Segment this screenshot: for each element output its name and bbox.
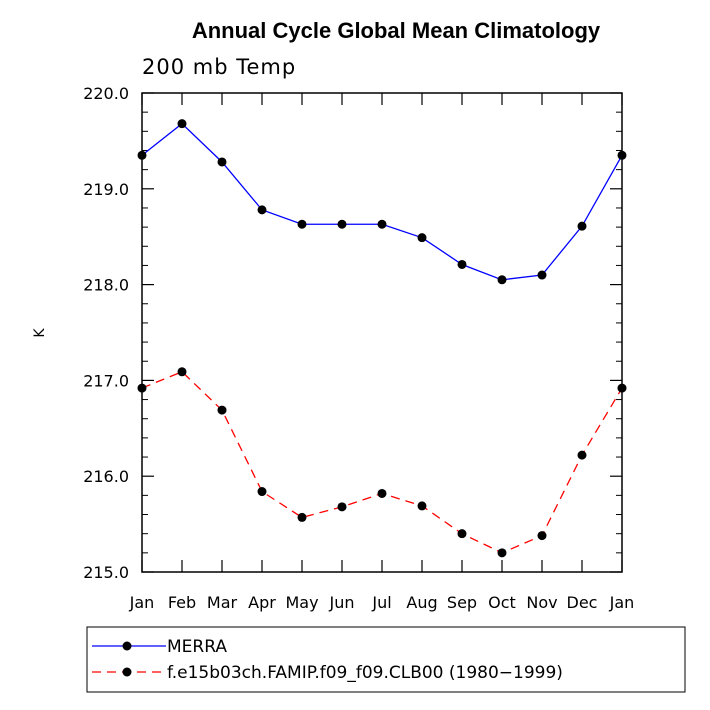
data-point <box>617 150 627 160</box>
data-point <box>537 270 547 280</box>
y-tick-label: 220.0 <box>83 84 129 103</box>
data-point <box>177 367 187 377</box>
data-point <box>457 259 467 269</box>
data-point <box>217 157 227 167</box>
legend-marker-1 <box>122 667 132 677</box>
series-line <box>141 122 623 281</box>
x-tick-label: Feb <box>168 593 196 612</box>
y-axis-label: K <box>32 328 48 338</box>
series-0 <box>137 119 627 285</box>
data-point <box>257 487 267 497</box>
data-point <box>377 488 387 498</box>
chart-title: Annual Cycle Global Mean Climatology <box>192 18 601 43</box>
legend-box <box>86 626 686 693</box>
data-point <box>177 119 187 129</box>
data-point <box>417 233 427 243</box>
data-point <box>577 221 587 231</box>
data-point <box>217 405 227 415</box>
data-point <box>497 275 507 285</box>
data-point <box>617 383 627 393</box>
series-line <box>141 371 623 554</box>
x-tick-label: Jan <box>609 593 635 612</box>
data-point <box>537 531 547 541</box>
y-tick-label: 215.0 <box>83 563 129 582</box>
x-tick-label: Jan <box>129 593 155 612</box>
axes: 215.0 216.0 217.0 218.0 219.0 220.0 Jan Feb Mar A… <box>83 84 634 612</box>
y-tick-label: 216.0 <box>83 467 129 486</box>
data-point <box>297 512 307 522</box>
data-point <box>337 219 347 229</box>
data-point <box>257 205 267 215</box>
data-point <box>577 450 587 460</box>
data-point <box>137 383 147 393</box>
legend-label-1: f.e15b03ch.FAMIP.f09_f09.CLB00 (1980−199… <box>167 663 563 683</box>
data-point <box>497 548 507 558</box>
x-tick-label: Mar <box>207 593 238 612</box>
plot-frame <box>141 92 623 573</box>
data-point <box>137 150 147 160</box>
x-tick-label: May <box>285 593 318 612</box>
legend-label-0: MERRA <box>167 637 227 657</box>
x-tick-label: Nov <box>526 593 557 612</box>
series-1 <box>137 367 627 558</box>
x-tick-label: Jun <box>329 593 355 612</box>
x-tick-label: Dec <box>567 593 598 612</box>
series-layer <box>137 119 627 558</box>
chart-subtitle: 200 mb Temp <box>142 55 296 79</box>
data-point <box>337 502 347 512</box>
x-tick-label: Jul <box>371 593 391 612</box>
legend: MERRA f.e15b03ch.FAMIP.f09_f09.CLB00 (198… <box>86 626 686 693</box>
y-tick-label: 219.0 <box>83 180 129 199</box>
x-tick-label: Oct <box>488 593 516 612</box>
data-point <box>297 219 307 229</box>
y-tick-label: 218.0 <box>83 276 129 295</box>
data-point <box>457 529 467 539</box>
legend-marker-0 <box>122 641 132 651</box>
x-tick-label: Sep <box>447 593 477 612</box>
data-point <box>417 501 427 511</box>
x-tick-label: Apr <box>248 593 276 612</box>
data-point <box>377 219 387 229</box>
y-tick-label: 217.0 <box>83 371 129 390</box>
x-tick-label: Aug <box>406 593 437 612</box>
